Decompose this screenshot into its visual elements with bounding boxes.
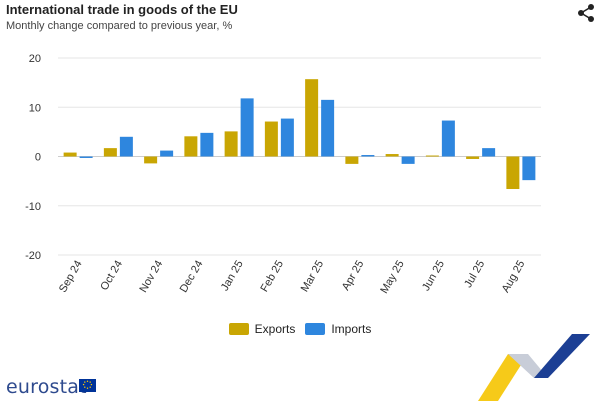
x-tick-label: May 25 [378, 259, 406, 296]
bar-imports-jun-25[interactable] [441, 120, 455, 157]
x-tick-label: Aug 25 [500, 259, 528, 295]
y-tick-label: 0 [35, 152, 41, 164]
y-tick-label: 10 [29, 102, 41, 114]
bar-exports-jul-25[interactable] [466, 156, 480, 159]
bar-chart: 20 10 0 -10 -20 Sep 24 Oct 24 Nov 24 Dec 24 Jan 2… [25, 53, 541, 296]
bar-imports-oct-24[interactable] [119, 136, 133, 157]
bar-exports-mar-25[interactable] [305, 79, 319, 157]
y-tick-label: 20 [29, 53, 41, 65]
bar-imports-mar-25[interactable] [321, 99, 335, 157]
bar-imports-nov-24[interactable] [160, 150, 174, 157]
bar-exports-oct-24[interactable] [103, 148, 117, 157]
legend-swatch-exports [228, 323, 249, 335]
bar-exports-feb-25[interactable] [264, 121, 278, 157]
eurostat-logo: eurostat [6, 376, 87, 398]
legend-label-imports: Imports [331, 322, 372, 336]
bar-exports-jun-25[interactable] [425, 155, 439, 157]
x-tick-label: Feb 25 [258, 259, 286, 295]
eurostat-ribbon-graphic [478, 334, 590, 401]
y-tick-label: -20 [25, 250, 41, 262]
chart-subtitle: Monthly change compared to previous year… [6, 20, 233, 32]
bar-exports-nov-24[interactable] [144, 156, 158, 164]
x-tick-label: Jan 25 [219, 259, 246, 294]
x-tick-label: Dec 24 [178, 259, 206, 295]
bar-imports-jul-25[interactable] [482, 148, 496, 157]
x-tick-label: Nov 24 [137, 259, 165, 295]
x-tick-label: Sep 24 [57, 259, 85, 295]
chart-legend: Exports Imports [0, 322, 600, 336]
bar-imports-aug-25[interactable] [522, 156, 536, 181]
bar-imports-sep-24[interactable] [79, 156, 93, 158]
x-tick-label: Jun 25 [420, 259, 447, 294]
x-tick-label: Apr 25 [340, 259, 367, 293]
bar-imports-feb-25[interactable] [280, 118, 294, 157]
x-tick-label: Oct 24 [98, 259, 125, 293]
legend-swatch-imports [305, 323, 326, 335]
bar-exports-jan-25[interactable] [224, 131, 238, 157]
bar-imports-dec-24[interactable] [200, 132, 214, 157]
bar-exports-aug-25[interactable] [506, 156, 520, 190]
eu-flag-icon [79, 379, 96, 392]
bar-imports-jan-25[interactable] [240, 98, 254, 157]
legend-label-exports: Exports [254, 322, 296, 336]
bar-exports-may-25[interactable] [385, 154, 399, 157]
bar-imports-apr-25[interactable] [361, 155, 375, 157]
x-tick-label: Jul 25 [462, 259, 487, 290]
bar-exports-apr-25[interactable] [345, 156, 359, 164]
bar-exports-dec-24[interactable] [184, 136, 198, 157]
share-icon[interactable] [576, 3, 596, 23]
bar-exports-sep-24[interactable] [63, 152, 77, 157]
chart-title: International trade in goods of the EU [6, 2, 238, 17]
legend-item-exports[interactable]: Exports [228, 322, 296, 336]
y-tick-label: -10 [25, 201, 41, 213]
legend-item-imports[interactable]: Imports [305, 322, 371, 336]
x-tick-label: Mar 25 [299, 259, 327, 295]
bar-imports-may-25[interactable] [401, 156, 415, 164]
